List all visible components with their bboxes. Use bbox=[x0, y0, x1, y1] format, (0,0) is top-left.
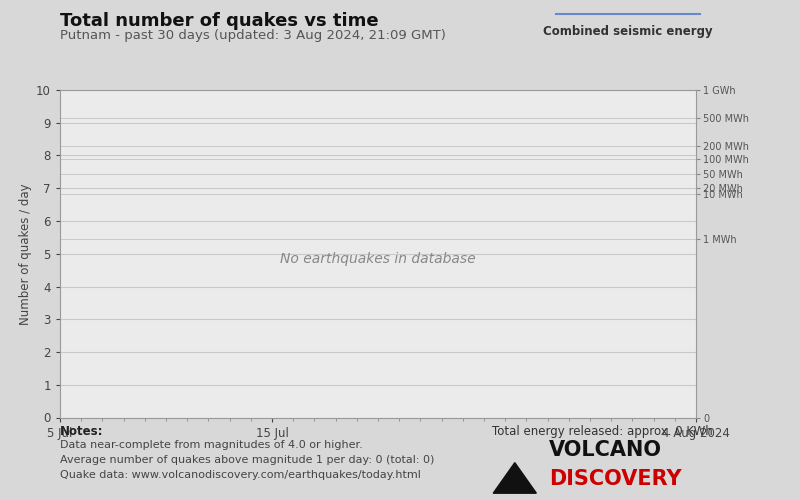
Text: Putnam - past 30 days (updated: 3 Aug 2024, 21:09 GMT): Putnam - past 30 days (updated: 3 Aug 20… bbox=[60, 29, 446, 42]
Text: Average number of quakes above magnitude 1 per day: 0 (total: 0): Average number of quakes above magnitude… bbox=[60, 455, 434, 465]
Text: Total number of quakes vs time: Total number of quakes vs time bbox=[60, 12, 378, 30]
Polygon shape bbox=[494, 462, 536, 493]
Y-axis label: Number of quakes / day: Number of quakes / day bbox=[19, 183, 32, 324]
Text: Combined seismic energy: Combined seismic energy bbox=[543, 25, 713, 38]
Text: VOLCANO: VOLCANO bbox=[549, 440, 662, 460]
Text: Quake data: www.volcanodiscovery.com/earthquakes/today.html: Quake data: www.volcanodiscovery.com/ear… bbox=[60, 470, 421, 480]
Text: DISCOVERY: DISCOVERY bbox=[549, 469, 682, 489]
Text: Data near-complete from magnitudes of 4.0 or higher.: Data near-complete from magnitudes of 4.… bbox=[60, 440, 362, 450]
Text: Notes:: Notes: bbox=[60, 425, 103, 438]
Text: No earthquakes in database: No earthquakes in database bbox=[280, 252, 476, 266]
Text: Total energy released: approx. 0 KWh: Total energy released: approx. 0 KWh bbox=[492, 425, 713, 438]
